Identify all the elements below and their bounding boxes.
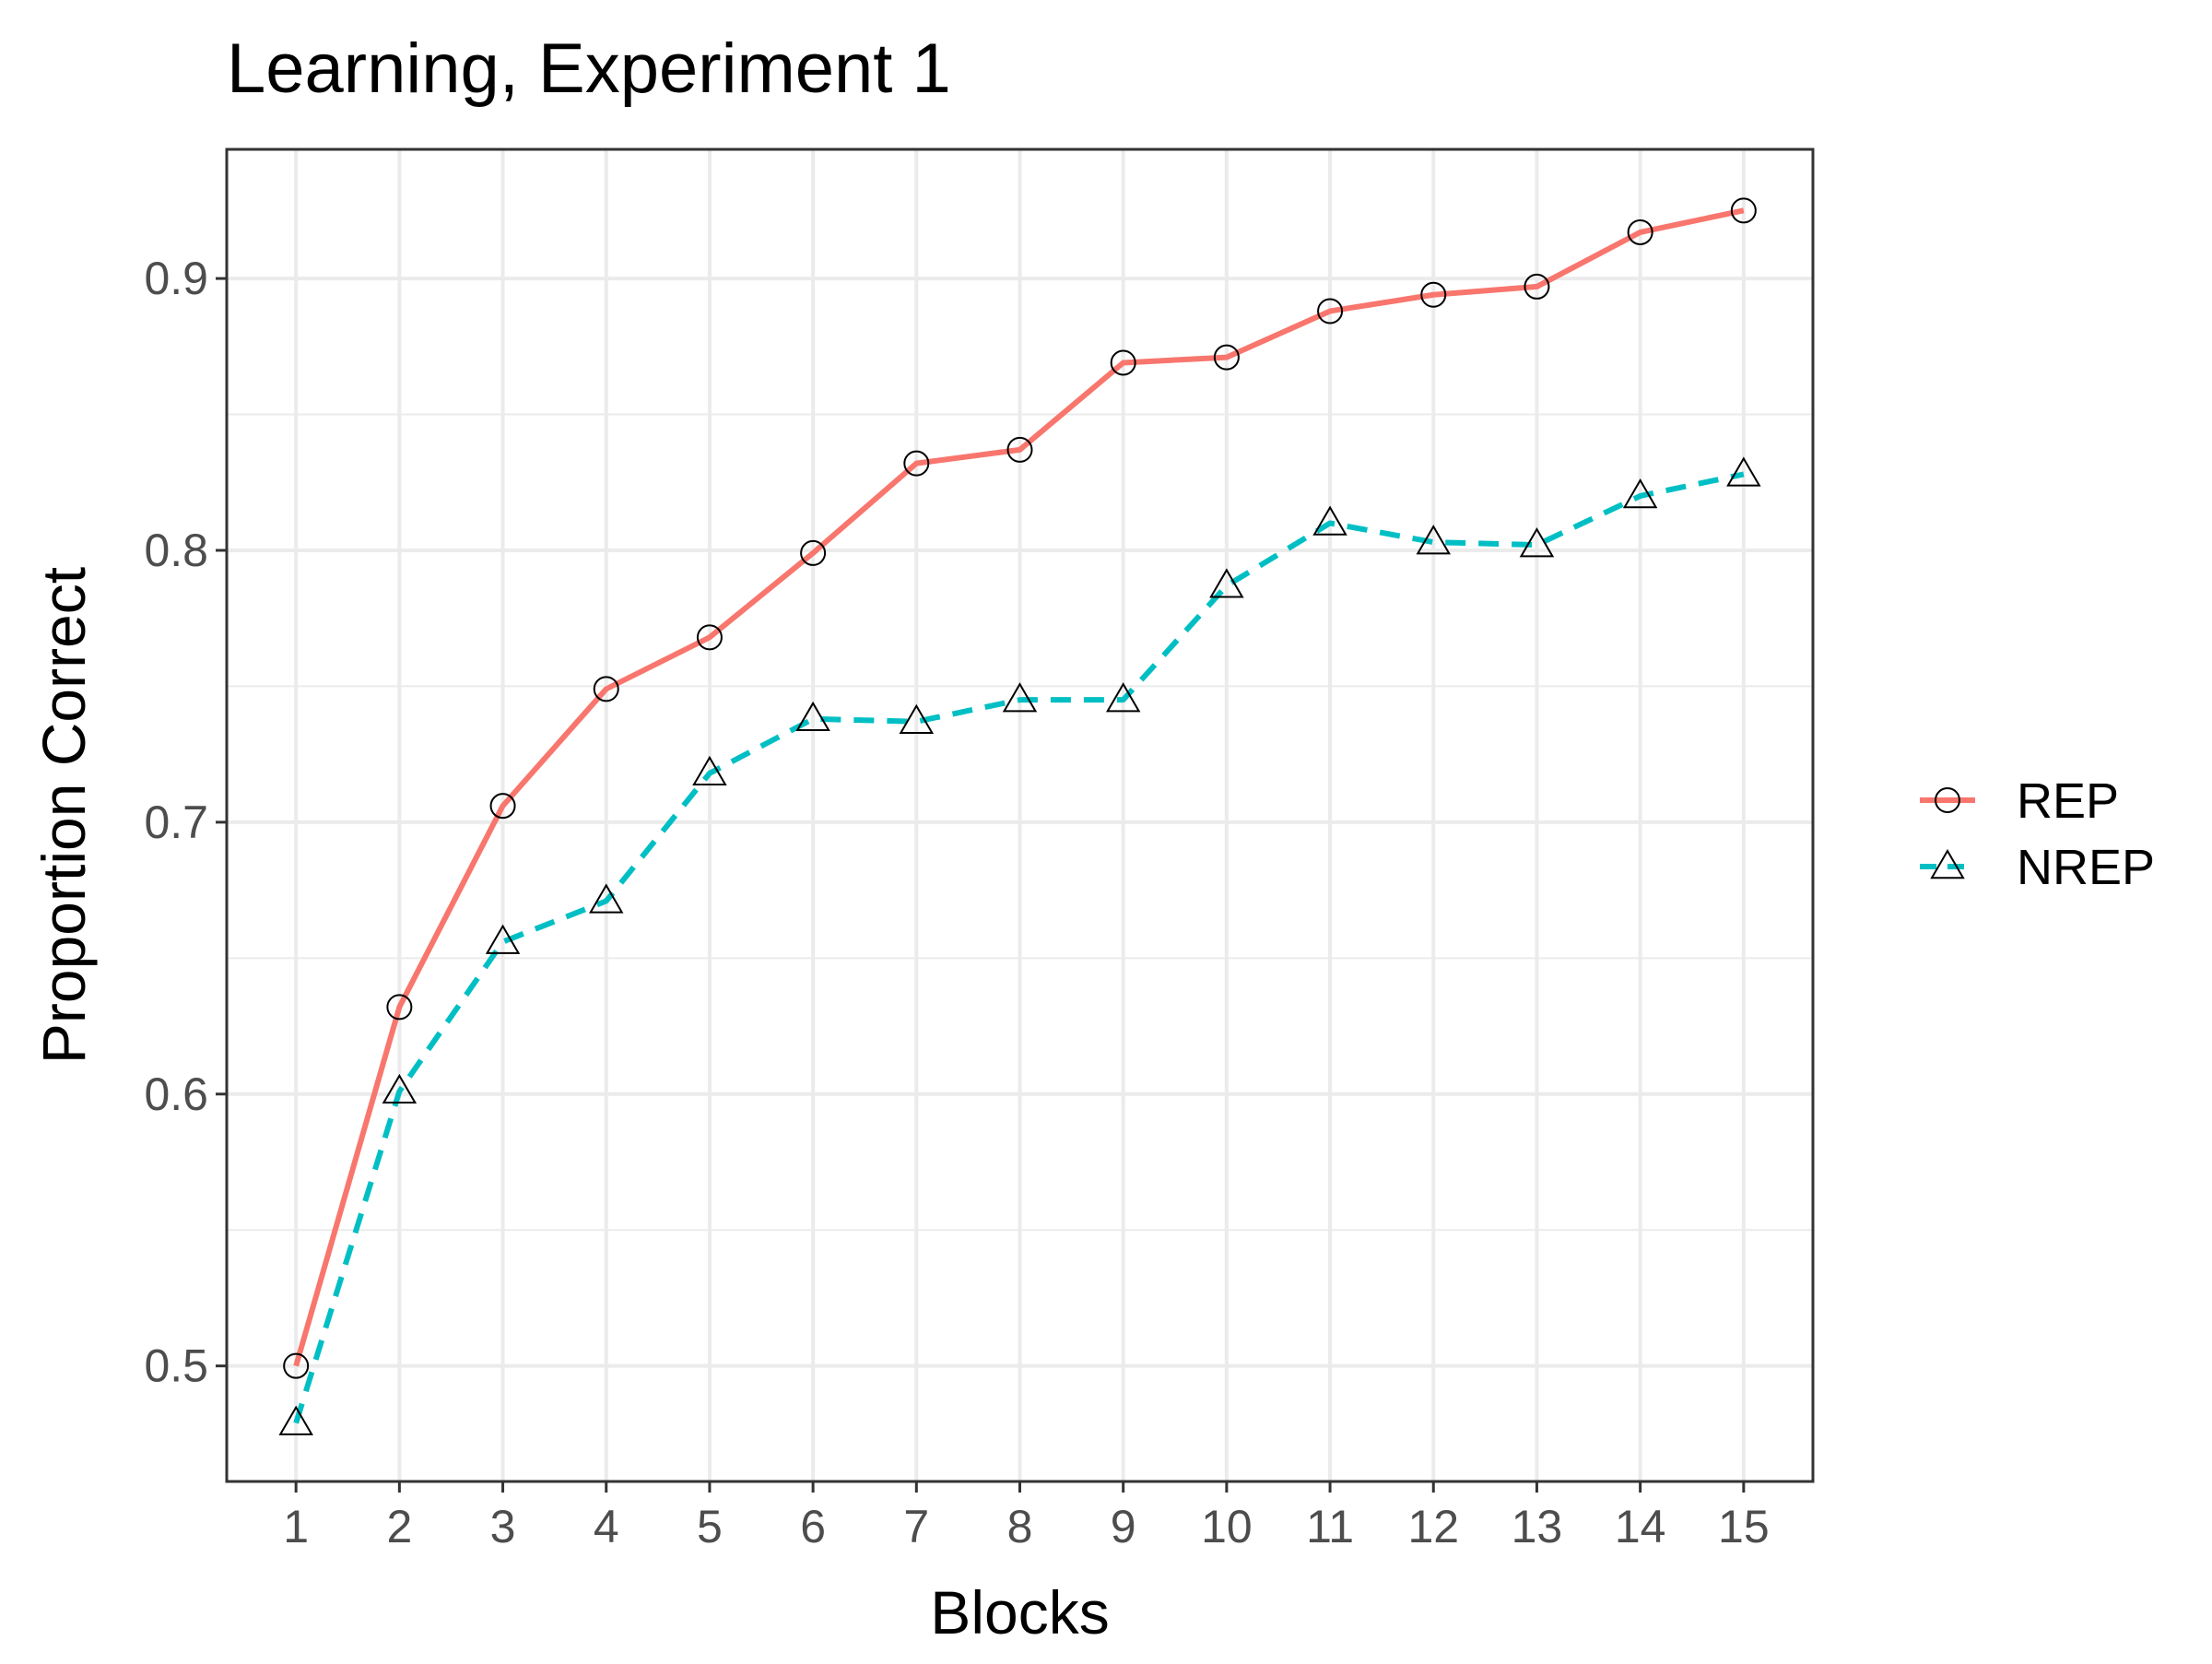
x-tick-label: 4 [594, 1501, 619, 1552]
series-nrep-point [1519, 527, 1555, 558]
y-tick-label: 0.5 [144, 1340, 208, 1392]
series-nrep-point [1622, 478, 1658, 509]
x-tick-label: 8 [1007, 1501, 1033, 1552]
series-nrep-point [692, 755, 727, 786]
series-rep-point [593, 676, 619, 702]
series-nrep-point [899, 703, 935, 735]
series-nrep-point [1209, 568, 1244, 598]
x-tick-label: 14 [1615, 1501, 1666, 1552]
series-nrep-point [382, 1073, 418, 1104]
grid [227, 149, 1813, 1481]
x-tick-label: 9 [1111, 1501, 1136, 1552]
axes: 0.50.60.70.80.91 2 3 4 5 6 7 8 9 10 11 12 13 14 15 [144, 253, 1769, 1552]
series-nrep-point [1726, 456, 1761, 487]
series-rep-point [489, 793, 516, 820]
legend-label-nrep: NREP [2017, 840, 2155, 895]
y-tick-label: 0.6 [144, 1068, 208, 1120]
series-rep-point [283, 1352, 310, 1379]
series-rep-point [1317, 298, 1344, 325]
series-nrep-point [1105, 682, 1141, 713]
series-rep [283, 197, 1757, 1379]
x-axis-title: Blocks [930, 1578, 1109, 1646]
series-nrep-line [293, 471, 1745, 1424]
legend-label-rep: REP [2017, 773, 2119, 829]
series-rep-point [386, 994, 413, 1021]
x-tick-label: 2 [386, 1501, 412, 1552]
legend-key-marker-rep [1935, 787, 1960, 813]
series-nrep [278, 456, 1761, 1435]
y-tick-label: 0.9 [144, 253, 208, 304]
series-rep-point [1213, 344, 1240, 371]
series-rep-point [1110, 349, 1136, 376]
legend-item-nrep: NREP [1920, 840, 2155, 895]
y-axis-title: Proportion Correct [29, 567, 98, 1064]
x-tick-label: 7 [903, 1501, 929, 1552]
legend: REP NREP [1920, 773, 2155, 895]
y-tick-label: 0.8 [144, 525, 208, 576]
x-tick-label: 5 [697, 1501, 723, 1552]
series-rep-point [1006, 436, 1033, 463]
series-nrep-point [589, 883, 624, 914]
x-tick-label: 1 [283, 1501, 309, 1552]
chart-title: Learning, Experiment 1 [227, 30, 951, 108]
series-rep-point [903, 450, 930, 477]
series-rep-point [1524, 273, 1550, 300]
series-nrep-point [1312, 505, 1347, 536]
x-tick-label: 11 [1306, 1501, 1354, 1552]
legend-key-marker-nrep [1930, 849, 1965, 879]
series-nrep-point [1416, 525, 1451, 555]
series-rep-point [696, 624, 723, 651]
x-tick-label: 6 [800, 1501, 826, 1552]
x-tick-label: 12 [1407, 1501, 1459, 1552]
series-nrep-point [795, 701, 830, 732]
y-tick-label: 0.7 [144, 797, 208, 848]
series-rep-point [800, 539, 827, 566]
series-nrep-point [278, 1405, 313, 1435]
x-tick-label: 13 [1512, 1501, 1563, 1552]
series-rep-point [1730, 197, 1757, 224]
series-rep-point [1627, 218, 1653, 245]
series-nrep-point [1002, 682, 1038, 713]
series-rep-line [293, 207, 1745, 1367]
series-nrep-point [485, 924, 521, 954]
x-tick-label: 10 [1201, 1501, 1253, 1552]
x-tick-label: 3 [490, 1501, 516, 1552]
series-layer [278, 197, 1761, 1435]
x-tick-label: 15 [1718, 1501, 1770, 1552]
series-rep-point [1420, 281, 1447, 308]
legend-item-rep: REP [1920, 773, 2119, 829]
